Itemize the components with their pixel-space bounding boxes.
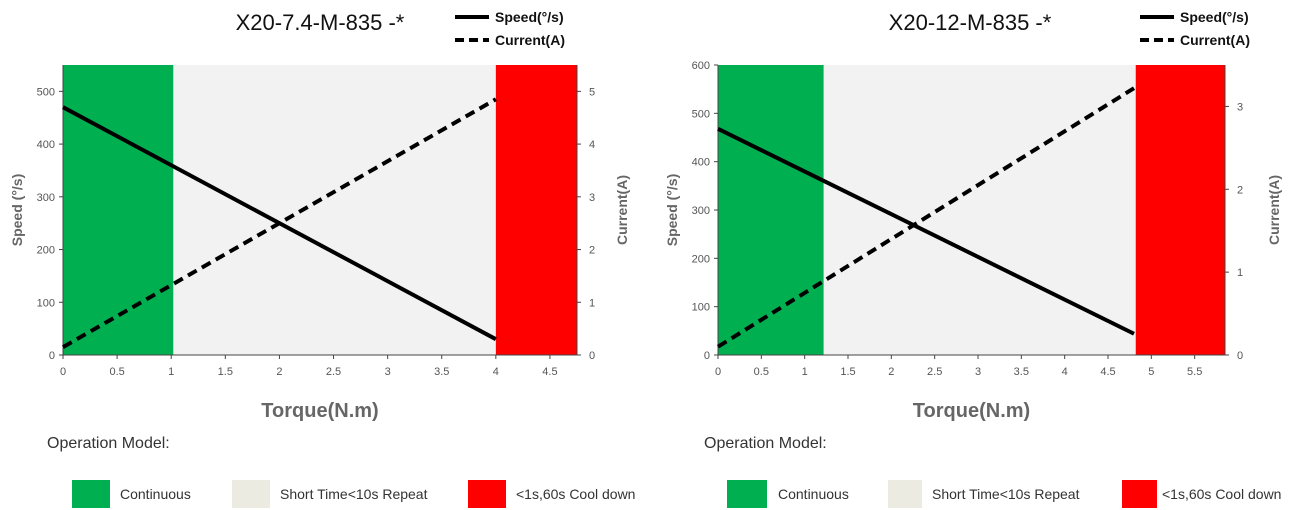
- operation-legend-label: Short Time<10s Repeat: [932, 486, 1080, 502]
- chart-2: X20-12-M-835 -* Speed(°/s) Current(A) 0 0.5 1…: [664, 9, 1282, 508]
- y2-tick-label: 5: [589, 86, 595, 98]
- region-band: [63, 65, 174, 355]
- x-tick-label: 5.5: [1187, 366, 1202, 378]
- region-band: [823, 65, 1136, 355]
- x-tick-label: 1: [802, 366, 808, 378]
- y2-tick-label: 2: [1237, 184, 1243, 196]
- x-tick-label: 1: [168, 366, 174, 378]
- x-tick-label: 4.5: [542, 366, 557, 378]
- legend-label: Speed(°/s): [1180, 9, 1249, 25]
- chart-title: X20-7.4-M-835 -*: [236, 10, 405, 35]
- x-tick-label: 2.5: [326, 366, 341, 378]
- x-axis-label: Torque(N.m): [913, 400, 1030, 422]
- operation-model-heading: Operation Model:: [704, 435, 827, 452]
- y-tick-label: 400: [692, 157, 710, 169]
- y2-tick-label: 4: [589, 139, 595, 151]
- y2-tick-label: 1: [1237, 267, 1243, 279]
- y-axis-label: Speed (°/s): [664, 174, 680, 247]
- y2-tick-label: 0: [589, 350, 595, 362]
- current-series-line: [62, 97, 497, 349]
- chart-title: X20-12-M-835 -*: [889, 10, 1052, 35]
- speed-series-line: [717, 127, 1135, 336]
- legend-label: Current(A): [1180, 32, 1250, 48]
- y-tick-label: 500: [692, 108, 710, 120]
- y-tick-label: 600: [692, 60, 710, 72]
- x-axis-label: Torque(N.m): [261, 400, 378, 422]
- y-tick-label: 300: [692, 205, 710, 217]
- y2-tick-label: 2: [589, 245, 595, 257]
- y-tick-label: 500: [37, 86, 55, 98]
- y2-axis-label: Current(A): [614, 175, 630, 245]
- operation-legend-label: <1s,60s Cool down: [1162, 486, 1281, 502]
- x-tick-label: 3: [975, 366, 981, 378]
- x-tick-label: 2: [276, 366, 282, 378]
- y-axis-label: Speed (°/s): [9, 174, 25, 247]
- operation-legend-swatch: [468, 480, 506, 508]
- current-series-line: [716, 86, 1136, 349]
- x-tick-label: 3.5: [1014, 366, 1029, 378]
- x-tick-label: 4.5: [1100, 366, 1115, 378]
- operation-legend-swatch: [232, 480, 270, 508]
- y2-axis-label: Current(A): [1266, 175, 1282, 245]
- y-tick-label: 100: [37, 297, 55, 309]
- x-tick-label: 0: [60, 366, 66, 378]
- y-tick-label: 400: [37, 139, 55, 151]
- y-tick-label: 0: [49, 350, 55, 362]
- operation-legend-label: Continuous: [778, 486, 849, 502]
- x-tick-label: 4: [1062, 366, 1068, 378]
- x-tick-label: 3: [385, 366, 391, 378]
- y-tick-label: 0: [704, 350, 710, 362]
- legend-label: Current(A): [495, 32, 565, 48]
- y2-tick-label: 3: [1237, 101, 1243, 113]
- region-band: [495, 65, 577, 355]
- x-tick-label: 0.5: [754, 366, 769, 378]
- region-band: [173, 65, 496, 355]
- operation-legend-swatch: [1122, 480, 1157, 508]
- y-tick-label: 300: [37, 192, 55, 204]
- y-tick-label: 100: [692, 302, 710, 314]
- x-tick-label: 3.5: [434, 366, 449, 378]
- operation-legend-label: <1s,60s Cool down: [516, 486, 635, 502]
- y2-tick-label: 1: [589, 297, 595, 309]
- chart-1: X20-7.4-M-835 -* Speed(°/s) Current(A) 0 0.5…: [9, 9, 635, 508]
- x-tick-label: 5: [1148, 366, 1154, 378]
- x-tick-label: 0.5: [109, 366, 124, 378]
- x-tick-label: 1.5: [218, 366, 233, 378]
- legend-label: Speed(°/s): [495, 9, 564, 25]
- operation-legend-label: Continuous: [120, 486, 191, 502]
- x-tick-label: 2.5: [927, 366, 942, 378]
- operation-legend-swatch: [72, 480, 110, 508]
- x-tick-label: 4: [493, 366, 499, 378]
- y-tick-label: 200: [692, 253, 710, 265]
- region-band: [718, 65, 824, 355]
- region-band: [1135, 65, 1225, 355]
- y2-tick-label: 3: [589, 192, 595, 204]
- y-tick-label: 200: [37, 245, 55, 257]
- operation-legend-label: Short Time<10s Repeat: [280, 486, 428, 502]
- operation-legend-swatch: [888, 480, 922, 508]
- x-tick-label: 0: [715, 366, 721, 378]
- x-tick-label: 2: [888, 366, 894, 378]
- x-tick-label: 1.5: [840, 366, 855, 378]
- operation-model-heading: Operation Model:: [47, 435, 170, 452]
- operation-legend-swatch: [727, 480, 767, 508]
- y2-tick-label: 0: [1237, 350, 1243, 362]
